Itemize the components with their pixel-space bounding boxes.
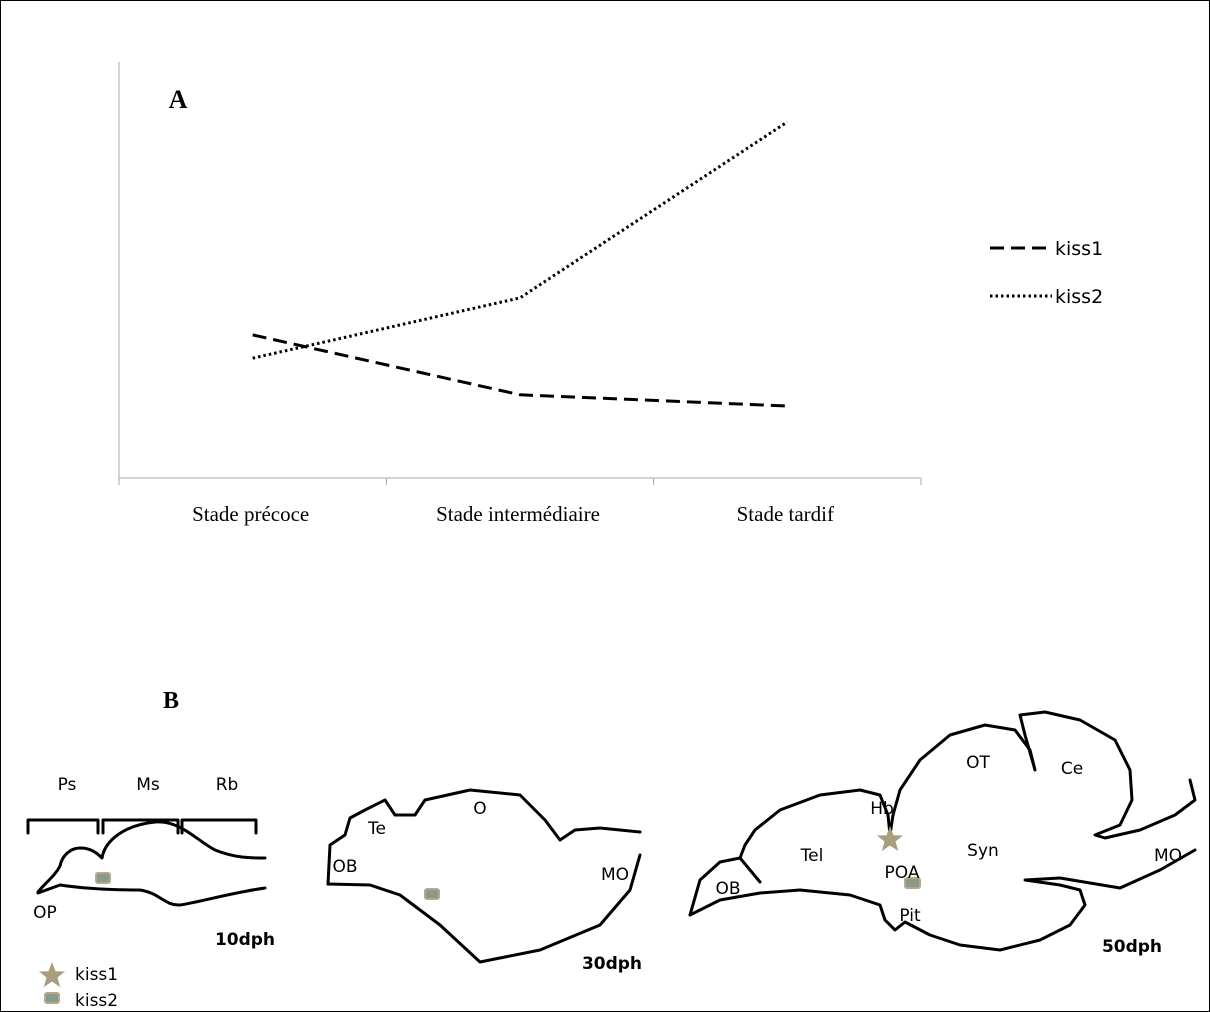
kiss2-marker (44, 992, 60, 1004)
region-label: Ms (136, 775, 160, 795)
stage-label: 30dph (582, 954, 642, 974)
region-label: POA (885, 863, 920, 883)
kiss1-marker (39, 962, 65, 987)
stage-label: 10dph (215, 930, 275, 950)
region-label: OT (966, 753, 990, 773)
region-label: Rb (216, 775, 239, 795)
outline (36, 820, 267, 894)
region-label: OP (33, 903, 57, 923)
outline (326, 788, 642, 886)
panel-label: B (163, 688, 179, 714)
legend-label: kiss1 (1055, 238, 1103, 260)
x-tick-label: Stade intermédiaire (436, 502, 600, 526)
outline (36, 883, 267, 907)
region-label: Ce (1061, 759, 1083, 779)
region-label: Hb (870, 799, 894, 819)
legend-label: kiss1 (75, 965, 118, 985)
region-label: Pit (899, 906, 921, 926)
x-tick-label: Stade précoce (192, 502, 309, 526)
region-label: OB (332, 857, 357, 877)
region-label: Tel (800, 846, 824, 866)
brain-30dph: Te O OB MO 30dph (326, 788, 642, 974)
stage-label: 50dph (1102, 937, 1162, 957)
outline (688, 710, 1197, 917)
region-label: Te (367, 819, 386, 839)
region-label: Syn (967, 841, 999, 861)
region-label: OB (715, 879, 740, 899)
region-label: Ps (58, 775, 77, 795)
kiss2-marker (904, 877, 921, 889)
kiss1-marker (877, 826, 903, 851)
legend-label: kiss2 (1055, 286, 1103, 308)
region-label: O (473, 799, 486, 819)
brain-10dph: Ps Ms Rb OP 10dph (26, 775, 275, 950)
outline (326, 853, 642, 964)
legend-label: kiss2 (75, 991, 118, 1011)
kiss2-marker (95, 872, 111, 884)
kiss2-marker (424, 888, 440, 900)
outline (738, 856, 762, 884)
brain-50dph: OT Ce Hb Tel Syn POA OB MO Pit 50dph (688, 710, 1197, 957)
outline (688, 848, 1197, 952)
series-line (252, 333, 788, 408)
x-tick-label: Stade tardif (737, 502, 834, 526)
region-label: MO (1154, 846, 1182, 866)
region-label: MO (601, 865, 629, 885)
panel-label: A (169, 85, 188, 114)
